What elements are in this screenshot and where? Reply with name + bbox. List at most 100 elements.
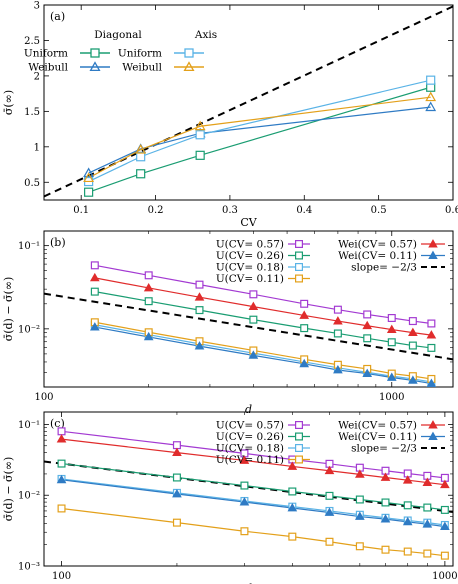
panel-3-series-4-point	[324, 465, 335, 475]
panel-2-ytick-label: 10⁻²	[18, 324, 40, 335]
panel-1-series-3-point	[194, 120, 206, 131]
panel-2-reference-line	[44, 292, 453, 361]
panel-1-frame	[43, 4, 454, 201]
panel-3-series-line-2	[61, 478, 445, 526]
panel-1-legend-marker-2	[184, 48, 194, 58]
panel-2-series-4-point	[194, 292, 205, 301]
panel-3-series-5-point	[354, 511, 365, 520]
panel-2-series-0-point	[408, 317, 417, 326]
panel-3-series-3-point	[288, 532, 297, 541]
panel-2-ytick-label: 10⁻¹	[18, 241, 40, 252]
panel-3-series-1-point	[355, 495, 364, 504]
panel-3-series-4-point	[172, 447, 182, 457]
panel-2-legend-marker-5	[428, 250, 438, 260]
panel-2-series-4-point	[143, 282, 154, 292]
panel-1-series-2-point	[426, 75, 436, 85]
panel-3-series-line-3	[61, 507, 445, 557]
panel-2-legend-label-0: U(CV= 0.57)	[216, 239, 284, 251]
panel-3-series-4-point	[239, 455, 250, 464]
panel-2-frame	[43, 230, 454, 388]
panel-1-ytick-label: 1.5	[24, 107, 40, 118]
panel-2-legend-label-1: U(CV= 0.26)	[216, 250, 284, 262]
panel-1-series-line-2	[88, 79, 431, 183]
panel-3-series-0-point	[57, 427, 66, 436]
panel-2-series-5-point	[408, 375, 418, 384]
panel-2-series-4-point	[362, 320, 373, 330]
panel-3-series-4-point	[56, 434, 67, 443]
panel-3-ytick-label: 10⁻³	[18, 562, 40, 573]
panel-3-series-line-0	[61, 430, 445, 479]
panel-2-legend-marker-4	[428, 239, 438, 248]
panel-1-xtick-label: 0.4	[296, 205, 312, 216]
panel-2-legend-marker-1	[295, 251, 304, 260]
panel-1-ytick-label: 3	[34, 1, 40, 12]
panel-3-legend-label-1: U(CV= 0.26)	[216, 431, 284, 443]
panel-2-series-1-point	[387, 338, 396, 347]
panel-3-series-5-point	[402, 516, 413, 526]
panel-1-ytick-label: 2.5	[24, 36, 40, 47]
panel-2-series-5-point	[143, 331, 154, 341]
panel-1-series-1-point	[83, 167, 95, 178]
panel-2-legend-label-ref: slope= −2/3	[351, 262, 417, 274]
panel-1-xlabel: CV	[240, 216, 257, 229]
panel-2-plot-area	[44, 261, 453, 387]
panel-2-series-5-point	[333, 365, 343, 374]
panel-1-series-2-point	[195, 130, 205, 140]
panel-2-series-1-point	[363, 334, 372, 343]
panel-3-series-1-point	[240, 481, 249, 490]
panel-3-series-3-point	[57, 504, 66, 513]
panel-3-series-4-point	[380, 472, 391, 481]
panel-3-series-3-point	[325, 537, 334, 546]
panel-3-legend-label-0: U(CV= 0.57)	[216, 420, 284, 432]
panel-3-series-5-point	[287, 502, 298, 512]
panel-3-series-1-point	[381, 498, 390, 507]
panel-1-xtick-label: 0.6	[445, 205, 458, 216]
panel-3-series-1-point	[325, 491, 334, 500]
panel-2-legend-marker-2	[295, 263, 304, 272]
panel-3-series-1-point	[288, 487, 297, 496]
panel-2-series-line-5	[94, 326, 432, 385]
panel-3-legend-marker-4	[428, 420, 438, 429]
panel-2-series-1-point	[144, 297, 153, 306]
panel-2-legend-marker-3	[295, 274, 304, 283]
panel-3-legend-marker-2	[295, 444, 304, 453]
panel-1-series-line-1	[88, 106, 431, 174]
panel-3-legend-marker-5	[428, 431, 438, 441]
panel-2-series-5-point	[362, 368, 373, 377]
panel-3-series-5-point	[380, 514, 391, 523]
panel-3-series-0-point	[172, 441, 181, 450]
panel-1-series-3-point	[425, 91, 437, 102]
panel-3-series-3-point	[240, 527, 249, 536]
panel-2-series-5-point	[299, 358, 310, 368]
panel-1-series-3-point	[135, 144, 147, 154]
panel-2-series-1-point	[427, 343, 436, 352]
panel-3-legend-label-4: Wei(CV= 0.57)	[338, 420, 417, 432]
panel-3-series-1-point	[440, 505, 449, 514]
panel-3-series-line-5	[61, 479, 445, 528]
panel-3-series-5-point	[56, 474, 67, 484]
panel-1-legend-label-1: Weibull	[28, 62, 68, 74]
panel-3-ylabel: σ̄(d) − σ̄(∞)	[2, 457, 15, 522]
panel-3-series-5-point	[172, 489, 182, 498]
panel-3-legend-label-3: U(CV= 0.11)	[216, 454, 284, 466]
panel-3-series-4-point	[354, 469, 365, 478]
panel-2-series-4-point	[248, 301, 259, 311]
panel-2-series-4-point	[89, 272, 100, 282]
panel-2-series-4-point	[386, 324, 397, 333]
panel-3-plot-area	[44, 427, 453, 560]
panel-2-series-0-point	[387, 314, 396, 323]
panel-1-series-0-point	[136, 169, 146, 179]
panel-2-label: (b)	[50, 236, 66, 249]
panel-2-series-5-point	[248, 350, 259, 359]
panel-1-series-0-point	[84, 187, 94, 197]
panel-2-series-5-point	[386, 372, 397, 381]
panel-3-legend-marker-1	[295, 432, 304, 441]
panel-1-legend-label-3: Weibull	[122, 62, 162, 74]
panel-3-ytick-label: 10⁻²	[18, 491, 40, 502]
panel-1-ytick-label: 2	[34, 71, 40, 82]
panel-2-series-0-point	[363, 310, 372, 319]
panel-2-series-1-point	[249, 315, 258, 324]
panel-2-series-line-4	[94, 277, 432, 336]
panel-2-series-line-0	[94, 264, 432, 325]
